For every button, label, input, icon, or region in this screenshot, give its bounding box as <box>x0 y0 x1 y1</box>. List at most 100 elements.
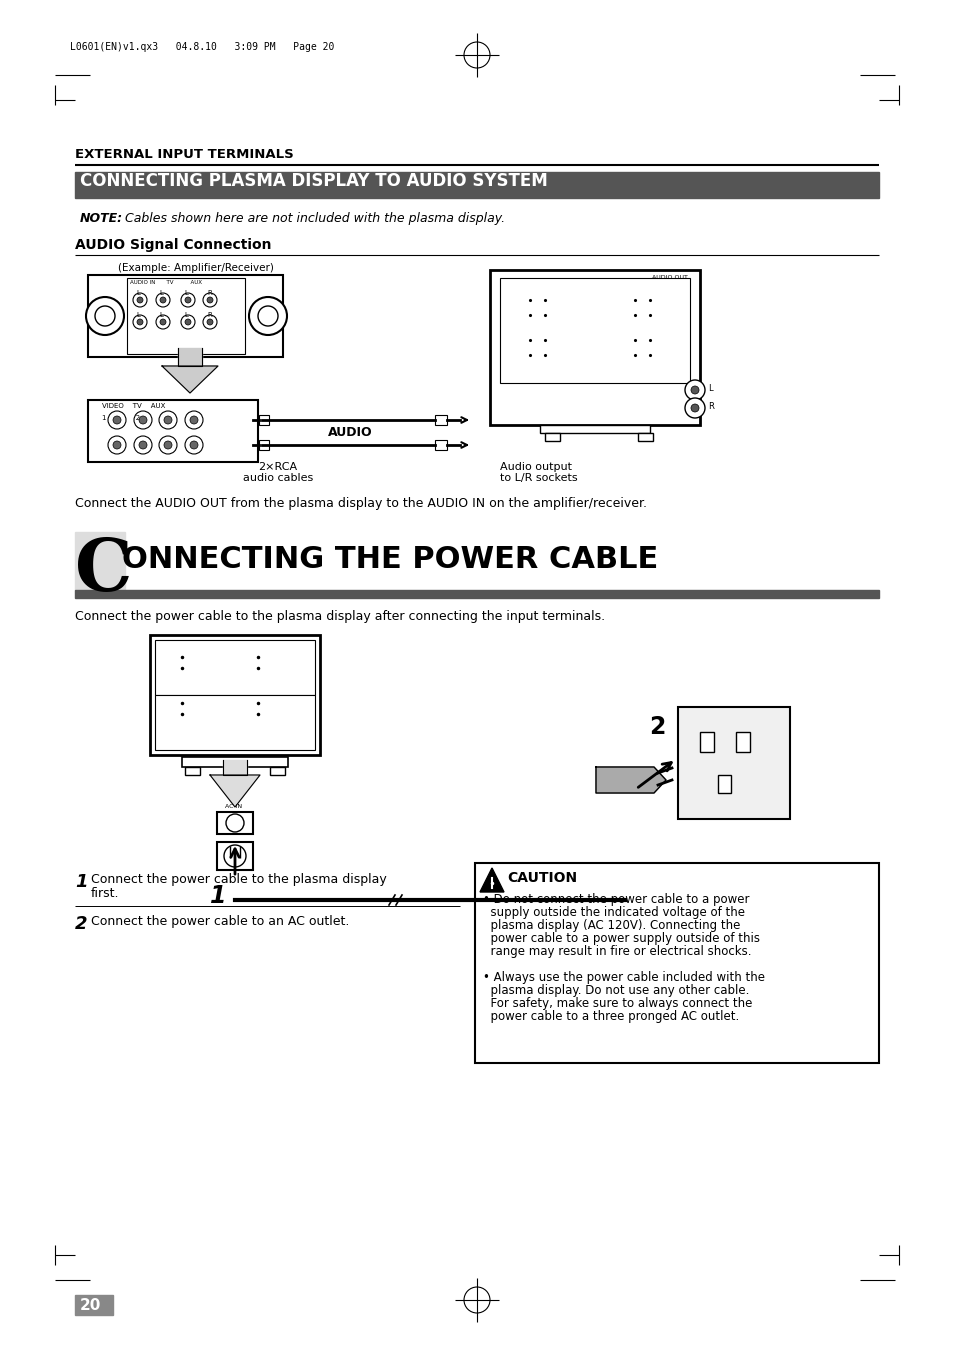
Circle shape <box>226 815 244 832</box>
Bar <box>490 270 700 426</box>
Bar <box>75 532 125 590</box>
Bar <box>154 640 314 694</box>
Bar <box>75 172 878 199</box>
Bar <box>150 635 319 755</box>
Circle shape <box>684 380 704 400</box>
Circle shape <box>108 411 126 430</box>
Bar <box>735 732 749 753</box>
Circle shape <box>159 411 177 430</box>
Circle shape <box>185 319 191 326</box>
Circle shape <box>139 416 147 424</box>
Bar <box>388 894 401 907</box>
Circle shape <box>690 386 699 394</box>
Circle shape <box>207 297 213 303</box>
Text: R: R <box>207 290 212 296</box>
Bar <box>258 440 269 450</box>
Circle shape <box>156 315 170 330</box>
Circle shape <box>108 436 126 454</box>
Text: Audio output: Audio output <box>499 462 572 471</box>
Circle shape <box>137 319 143 326</box>
Text: TV: TV <box>163 280 173 285</box>
Circle shape <box>112 440 121 449</box>
Bar <box>88 400 257 462</box>
Circle shape <box>257 305 277 326</box>
Text: (Example: Amplifier/Receiver): (Example: Amplifier/Receiver) <box>118 263 274 273</box>
Text: CONNECTING PLASMA DISPLAY TO AUDIO SYSTEM: CONNECTING PLASMA DISPLAY TO AUDIO SYSTE… <box>80 172 547 190</box>
Circle shape <box>181 315 194 330</box>
Circle shape <box>160 319 166 326</box>
Text: R: R <box>707 403 713 411</box>
Circle shape <box>159 436 177 454</box>
Bar <box>258 415 269 426</box>
Text: 2×RCA: 2×RCA <box>258 462 297 471</box>
Bar <box>127 278 245 354</box>
Circle shape <box>112 416 121 424</box>
Bar <box>75 590 878 598</box>
Circle shape <box>133 411 152 430</box>
Bar <box>270 767 285 775</box>
Text: power cable to a three pronged AC outlet.: power cable to a three pronged AC outlet… <box>482 1011 739 1023</box>
Text: R: R <box>207 312 212 317</box>
Text: supply outside the indicated voltage of the: supply outside the indicated voltage of … <box>482 907 744 919</box>
Bar <box>475 863 878 1063</box>
Text: 1: 1 <box>75 873 88 892</box>
Bar <box>539 426 649 434</box>
Text: 2: 2 <box>75 915 88 934</box>
Circle shape <box>185 436 203 454</box>
Text: AUDIO IN: AUDIO IN <box>130 280 155 285</box>
Circle shape <box>203 315 216 330</box>
Text: L: L <box>136 290 140 296</box>
Circle shape <box>164 416 172 424</box>
Bar <box>88 276 283 357</box>
Text: AUDIO Signal Connection: AUDIO Signal Connection <box>75 238 272 253</box>
Circle shape <box>156 293 170 307</box>
Bar <box>718 775 730 793</box>
Bar <box>700 732 713 753</box>
Circle shape <box>185 411 203 430</box>
Circle shape <box>86 297 124 335</box>
Polygon shape <box>210 775 260 807</box>
Text: Connect the power cable to the plasma display: Connect the power cable to the plasma di… <box>91 873 386 886</box>
Bar <box>223 761 247 775</box>
Text: L: L <box>184 290 188 296</box>
Text: L: L <box>707 384 712 393</box>
Text: AUDIO OUT: AUDIO OUT <box>651 276 687 280</box>
Text: AUDIO: AUDIO <box>327 426 372 439</box>
Circle shape <box>684 399 704 417</box>
Bar <box>75 1296 112 1315</box>
Bar <box>499 278 689 382</box>
Circle shape <box>132 293 147 307</box>
Circle shape <box>160 297 166 303</box>
Circle shape <box>164 440 172 449</box>
Text: C: C <box>75 535 132 607</box>
Polygon shape <box>479 867 503 892</box>
Bar <box>435 415 447 426</box>
Text: 2: 2 <box>648 715 664 739</box>
Text: VIDEO    TV    AUX: VIDEO TV AUX <box>102 403 165 409</box>
Text: plasma display. Do not use any other cable.: plasma display. Do not use any other cab… <box>482 984 749 997</box>
Bar <box>185 767 200 775</box>
Bar <box>435 440 447 450</box>
Text: • Always use the power cable included with the: • Always use the power cable included wi… <box>482 971 764 984</box>
Circle shape <box>190 416 198 424</box>
Polygon shape <box>596 767 665 793</box>
Circle shape <box>139 440 147 449</box>
Bar <box>154 694 314 750</box>
Circle shape <box>133 436 152 454</box>
Text: first.: first. <box>91 888 119 900</box>
Circle shape <box>224 844 246 867</box>
Text: range may result in fire or electrical shocks.: range may result in fire or electrical s… <box>482 944 751 958</box>
Text: to L/R sockets: to L/R sockets <box>499 473 577 484</box>
Bar <box>182 757 288 767</box>
Circle shape <box>181 293 194 307</box>
Text: L: L <box>136 312 140 317</box>
Text: L: L <box>184 312 188 317</box>
Text: ONNECTING THE POWER CABLE: ONNECTING THE POWER CABLE <box>122 544 658 574</box>
Text: EXTERNAL INPUT TERMINALS: EXTERNAL INPUT TERMINALS <box>75 149 294 161</box>
Text: L: L <box>159 290 163 296</box>
Text: CAUTION: CAUTION <box>506 871 577 885</box>
Text: L: L <box>159 312 163 317</box>
Text: AC IN: AC IN <box>225 804 242 809</box>
Text: Connect the AUDIO OUT from the plasma display to the AUDIO IN on the amplifier/r: Connect the AUDIO OUT from the plasma di… <box>75 497 646 509</box>
Bar <box>544 434 559 440</box>
